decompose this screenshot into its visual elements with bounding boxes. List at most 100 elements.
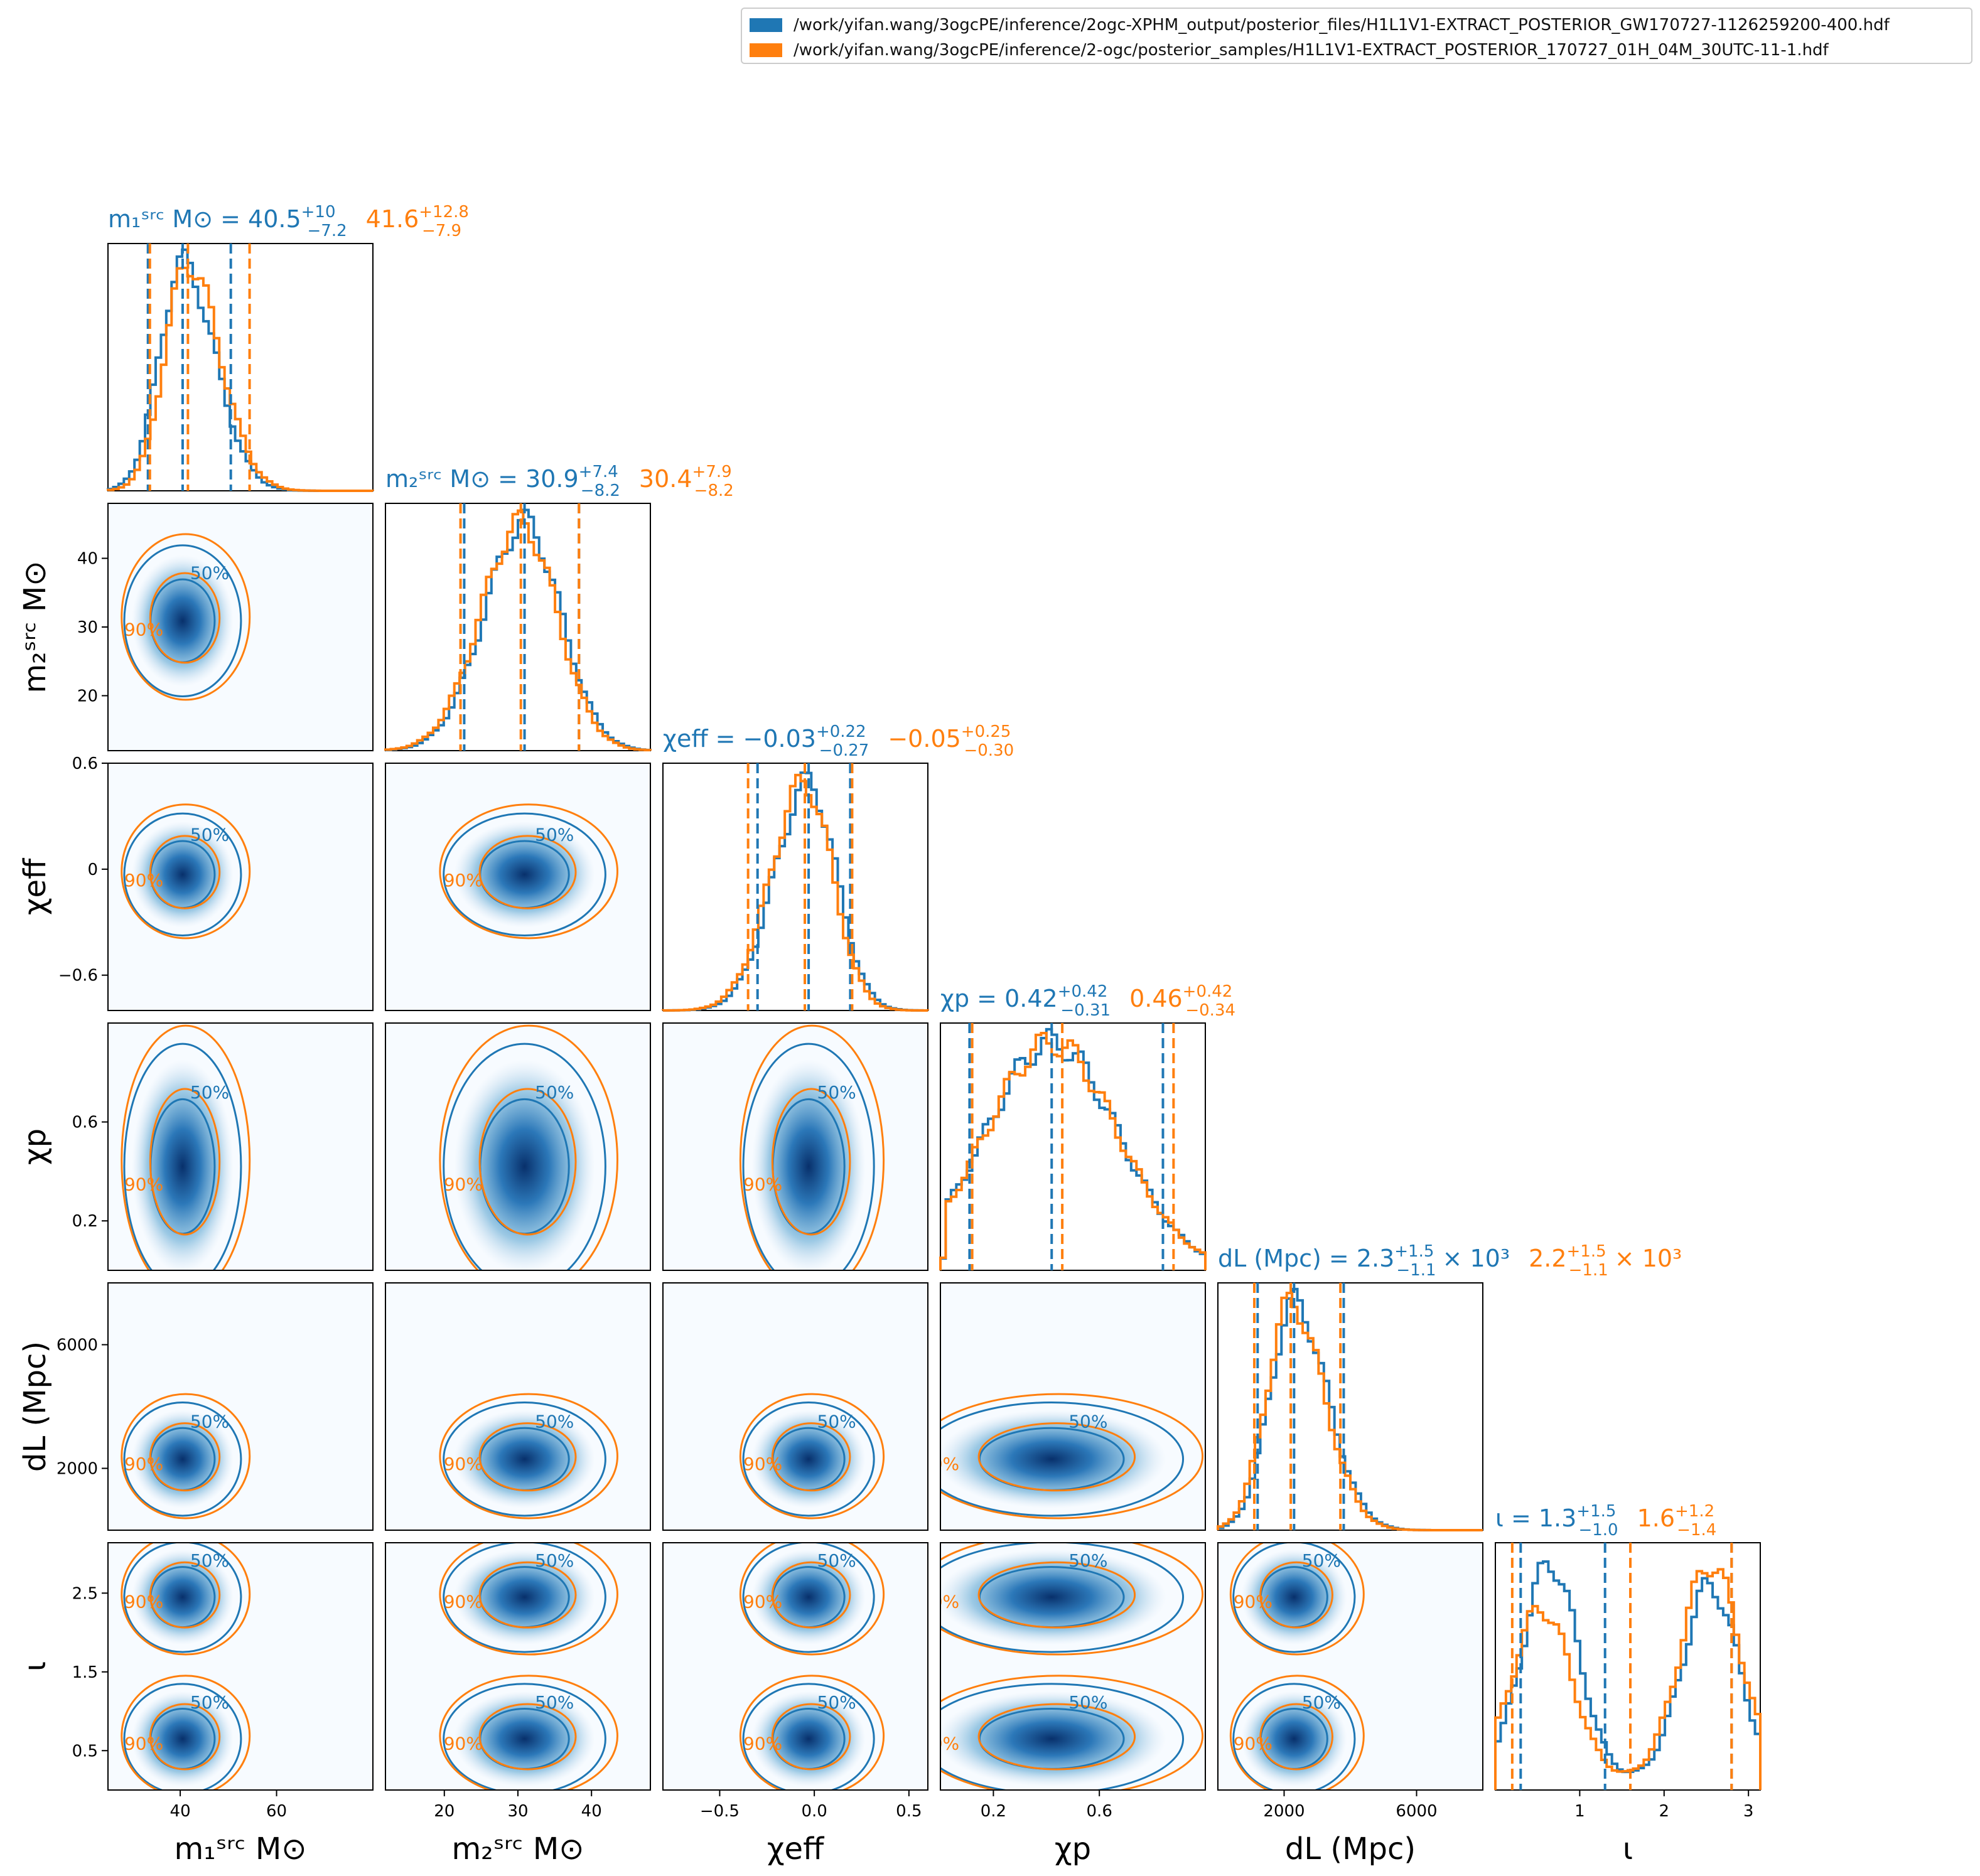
y-tick-label: 20 bbox=[77, 687, 98, 705]
title-orange-value: 1.6 bbox=[1637, 1504, 1675, 1532]
scatter-panel-m2-dL: 50% 90% bbox=[385, 1282, 651, 1531]
contour-label-50: 50% bbox=[190, 1692, 229, 1713]
axes-frame bbox=[662, 1542, 928, 1791]
axes-frame bbox=[385, 1022, 651, 1271]
contour-90 bbox=[940, 1543, 1204, 1656]
x-tick-label: 40 bbox=[170, 1802, 191, 1821]
contour-90 bbox=[1232, 1683, 1356, 1790]
contour-label-50: 50% bbox=[817, 1550, 856, 1571]
contour-label-90: 90% bbox=[1234, 1733, 1272, 1754]
axes-frame bbox=[107, 1022, 374, 1271]
title-plus: +1.5 bbox=[1576, 1502, 1616, 1521]
title-orange-minus: −0.30 bbox=[964, 741, 1014, 760]
contour-label-50: 50% bbox=[1068, 1692, 1107, 1713]
title-minus: −1.0 bbox=[1578, 1521, 1618, 1540]
contour-90 bbox=[123, 1543, 242, 1653]
panel-title-iota: ι = 1.3+1.5 −1.0 1.6+1.2 −1.4 bbox=[1495, 1502, 1716, 1540]
y-tick-label: 30 bbox=[77, 618, 98, 637]
legend-swatch-orange bbox=[750, 43, 782, 57]
title-orange-plus: +0.25 bbox=[961, 722, 1011, 741]
axes-frame bbox=[940, 1282, 1206, 1531]
title-orange-plus: +7.9 bbox=[692, 463, 732, 481]
x-tick-label: 0.2 bbox=[981, 1802, 1006, 1821]
y-axis-m2: 20 30 40 m₂ˢʳᶜ M⊙ bbox=[18, 550, 108, 705]
title-name: dL (Mpc) = 2.3 bbox=[1218, 1245, 1394, 1272]
y-tick-label: 0.2 bbox=[72, 1212, 98, 1231]
legend-entry-orange: /work/yifan.wang/3ogcPE/inference/2-ogc/… bbox=[750, 38, 1829, 63]
title-orange-scale: × 10³ bbox=[1615, 1245, 1682, 1272]
scatter-panel-chi_p-dL: 50% 90% bbox=[940, 1282, 1206, 1531]
title-minus: −0.31 bbox=[1060, 1001, 1111, 1020]
contour-label-90: 90% bbox=[743, 1174, 782, 1194]
title-name: χeff = −0.03 bbox=[663, 725, 816, 753]
density-blob bbox=[751, 1410, 866, 1509]
x-tick-label: 1 bbox=[1574, 1802, 1585, 1821]
contour-50 bbox=[478, 1703, 577, 1771]
contour-50 bbox=[1259, 1561, 1333, 1629]
x-tick-label: 20 bbox=[434, 1802, 455, 1821]
title-scale: × 10³ bbox=[1443, 1245, 1510, 1272]
axes-frame bbox=[385, 503, 651, 751]
legend-label-orange: /work/yifan.wang/3ogcPE/inference/2-ogc/… bbox=[794, 41, 1829, 60]
y-axis-label: χp bbox=[18, 1128, 53, 1165]
contour-90 bbox=[739, 1543, 885, 1656]
contour-90 bbox=[443, 1683, 606, 1790]
title-orange-minus: −7.9 bbox=[422, 222, 461, 240]
axes-frame bbox=[1495, 1542, 1761, 1791]
y-axis-chi_eff: −0.6 0 0.6 χeff bbox=[18, 754, 108, 985]
title-minus: −0.27 bbox=[819, 741, 869, 760]
contour-label-50: 50% bbox=[190, 1412, 229, 1432]
y-tick-label: 40 bbox=[77, 550, 98, 569]
contour-label-90: 90% bbox=[1234, 1592, 1272, 1612]
x-tick-label: 30 bbox=[507, 1802, 528, 1821]
scatter-panel-m2-iota: 50% 90% 50% 90% bbox=[385, 1542, 651, 1791]
contour-50 bbox=[149, 835, 221, 909]
contour-50 bbox=[478, 1088, 577, 1236]
contour-50 bbox=[977, 1561, 1136, 1629]
contour-label-90: 90% bbox=[920, 1592, 959, 1612]
x-axis-dL: 2000 6000 dL (Mpc) bbox=[1263, 1790, 1438, 1867]
scatter-panel-chi_p-iota: 50% 90% 50% 90% bbox=[920, 1542, 1206, 1791]
title-orange-value: 30.4 bbox=[639, 465, 692, 493]
axes-frame bbox=[107, 1542, 374, 1791]
contour-label-90: 90% bbox=[444, 870, 483, 891]
contour-label-90: 90% bbox=[444, 1174, 483, 1194]
x-axis-label: χeff bbox=[767, 1831, 824, 1867]
x-tick-label: 60 bbox=[266, 1802, 287, 1821]
contour-90 bbox=[123, 1402, 242, 1517]
contour-90 bbox=[439, 1024, 618, 1270]
contour-50 bbox=[771, 1561, 851, 1629]
contour-label-90: 90% bbox=[444, 1454, 483, 1474]
contour-90 bbox=[121, 1393, 251, 1520]
title-orange-value: −0.05 bbox=[888, 725, 960, 753]
contour-label-50: 50% bbox=[190, 562, 229, 583]
contour-50 bbox=[149, 1088, 221, 1236]
diag-panel-m2: m₂ˢʳᶜ M⊙ = 30.9+7.4 −8.2 30.4+7.9 −8.2 bbox=[384, 463, 734, 752]
contour-90 bbox=[443, 1043, 606, 1270]
x-tick-label: −0.5 bbox=[700, 1802, 740, 1821]
title-orange-minus: −0.34 bbox=[1185, 1001, 1235, 1020]
contour-90 bbox=[940, 1683, 1184, 1790]
x-axis-label: ι bbox=[1623, 1831, 1633, 1867]
scatter-panel-chi_eff-dL: 50% 90% bbox=[662, 1282, 928, 1531]
y-axis-label: ι bbox=[18, 1661, 53, 1671]
x-axis-chi_eff: −0.5 0.0 0.5 χeff bbox=[700, 1790, 922, 1867]
axes-frame bbox=[385, 1282, 651, 1531]
contour-90 bbox=[121, 1675, 251, 1790]
y-axis-chi_p: 0.2 0.6 χp bbox=[18, 1113, 108, 1231]
contour-label-50: 50% bbox=[817, 1692, 856, 1713]
scatter-panel-dL-iota: 50% 90% 50% 90% bbox=[1217, 1542, 1483, 1791]
x-tick-label: 3 bbox=[1743, 1802, 1754, 1821]
title-orange-plus: +12.8 bbox=[419, 203, 469, 222]
contour-label-90: 90% bbox=[124, 1592, 163, 1612]
title-plus: +1.5 bbox=[1394, 1242, 1434, 1261]
contour-label-90: 90% bbox=[920, 1733, 959, 1754]
contour-90 bbox=[121, 803, 251, 940]
title-orange-minus: −1.1 bbox=[1569, 1261, 1608, 1280]
contour-90 bbox=[123, 1043, 242, 1270]
contour-90 bbox=[439, 1393, 619, 1520]
title-orange-value: 2.2 bbox=[1529, 1245, 1566, 1272]
axes-frame bbox=[662, 1282, 928, 1531]
contour-label-90: 90% bbox=[124, 619, 163, 640]
y-axis-label: dL (Mpc) bbox=[18, 1341, 53, 1472]
